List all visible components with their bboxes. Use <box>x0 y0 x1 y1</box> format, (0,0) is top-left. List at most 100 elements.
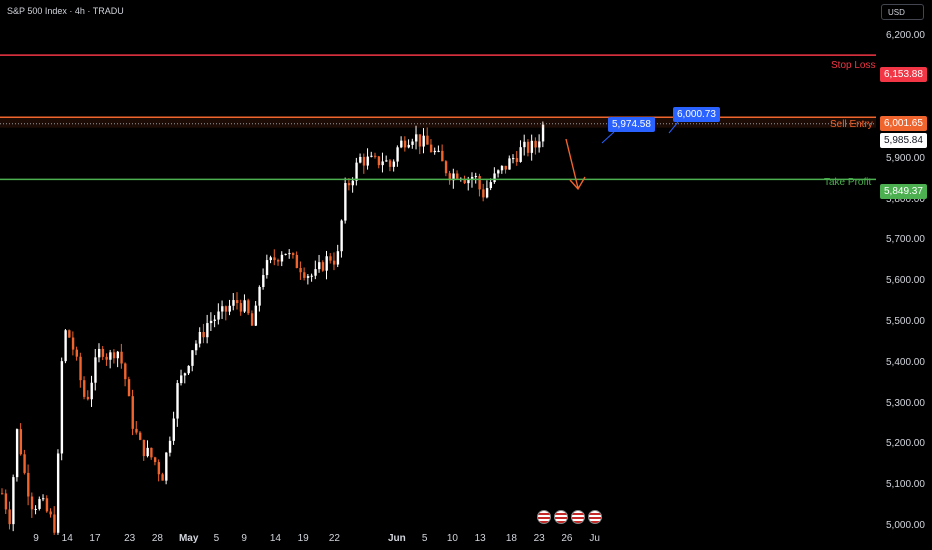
candle-body <box>161 474 164 481</box>
candle-body <box>291 253 295 255</box>
x-tick-label: 14 <box>269 533 281 544</box>
candle-body <box>478 176 481 190</box>
us-flag-icon[interactable] <box>588 510 602 524</box>
y-tick-label: 5,300.00 <box>886 397 925 409</box>
sell-entry-zone <box>0 117 876 128</box>
candle-body <box>411 141 414 145</box>
y-tick-label: 5,600.00 <box>886 275 925 287</box>
y-tick-label: 6,200.00 <box>886 30 925 42</box>
candle-body <box>86 396 90 400</box>
x-tick-label: 26 <box>561 533 573 544</box>
candle-body <box>332 260 336 265</box>
candle-body <box>515 158 519 162</box>
candle-body <box>19 429 23 455</box>
candle-body <box>303 272 306 278</box>
candle-body <box>538 141 541 148</box>
candle-body <box>116 351 120 359</box>
candle-body <box>168 440 172 453</box>
candle-body <box>38 499 41 509</box>
candle-body <box>497 170 500 174</box>
candle-body <box>150 447 153 458</box>
candle-body <box>306 276 310 278</box>
candle-body <box>112 352 116 359</box>
candle-body <box>194 343 198 351</box>
candle-body <box>217 311 220 320</box>
candle-body <box>385 160 388 162</box>
candle-body <box>280 254 284 262</box>
candle-body <box>541 124 545 142</box>
x-tick-label: Jun <box>387 533 406 544</box>
candle-body <box>176 383 179 419</box>
callout-high-leader <box>668 121 679 134</box>
candle-body <box>1 493 4 495</box>
candle-body <box>254 305 258 326</box>
x-tick-label: 13 <box>474 533 486 544</box>
y-tick-label: 5,200.00 <box>886 438 925 450</box>
candle-body <box>180 375 183 384</box>
candle-body <box>79 356 82 381</box>
candle-body <box>191 350 194 366</box>
candle-body <box>4 493 8 510</box>
callout-low[interactable]: 5,974.58 <box>608 117 655 132</box>
candle-body <box>23 454 26 473</box>
candles-group <box>1 121 545 535</box>
candle-body <box>504 165 507 170</box>
candle-body <box>273 257 276 261</box>
x-tick-label: 23 <box>533 533 545 544</box>
y-tick-label: 5,400.00 <box>886 356 925 368</box>
candle-body <box>448 173 451 181</box>
stop-loss-price-badge: 6,153.88 <box>880 67 927 82</box>
stop-loss-label: Stop Loss <box>831 60 876 71</box>
chart-header: S&P 500 Index · 4h · TRADU <box>7 6 124 16</box>
y-tick-label: 5,900.00 <box>886 152 925 164</box>
candle-body <box>124 363 127 380</box>
candle-body <box>202 332 205 338</box>
candle-body <box>239 303 243 312</box>
candle-body <box>366 156 369 166</box>
candle-body <box>235 300 239 304</box>
y-tick-label: 5,800.00 <box>886 193 925 205</box>
candle-body <box>221 306 224 312</box>
candle-body <box>56 453 60 533</box>
candle-body <box>75 349 78 357</box>
candle-body <box>355 162 358 181</box>
currency-button[interactable]: USD <box>881 4 924 20</box>
candle-body <box>224 306 228 312</box>
x-tick-label: 23 <box>124 533 136 544</box>
candle-body <box>94 357 97 383</box>
us-flag-icon[interactable] <box>554 510 568 524</box>
candle-body <box>139 432 142 440</box>
candle-body <box>206 323 209 338</box>
candle-body <box>228 305 231 312</box>
candle-body <box>83 380 86 397</box>
candle-body <box>42 498 45 500</box>
candle-body <box>347 183 351 186</box>
candle-body <box>500 165 504 171</box>
candle-body <box>336 251 340 265</box>
candle-body <box>53 514 56 533</box>
candle-body <box>351 180 355 186</box>
x-tick-label: 18 <box>505 533 517 544</box>
candle-body <box>198 332 202 344</box>
candle-body <box>512 158 515 160</box>
candle-body <box>71 337 75 350</box>
candle-body <box>258 286 261 306</box>
candle-body <box>489 182 493 189</box>
x-tick-label: 28 <box>151 533 163 544</box>
us-flag-icon[interactable] <box>537 510 551 524</box>
candle-body <box>318 262 321 270</box>
us-flag-icon[interactable] <box>571 510 585 524</box>
candle-body <box>262 275 265 287</box>
x-tick-label: 9 <box>33 533 39 544</box>
candle-body <box>277 260 280 262</box>
candle-body <box>534 140 537 148</box>
candle-body <box>415 134 418 142</box>
candle-body <box>12 477 15 525</box>
y-tick-label: 5,000.00 <box>886 519 925 531</box>
callout-high[interactable]: 6,000.73 <box>673 107 720 122</box>
candle-body <box>146 447 149 457</box>
candle-body <box>265 260 269 276</box>
candle-body <box>422 135 425 147</box>
candle-body <box>97 348 101 358</box>
